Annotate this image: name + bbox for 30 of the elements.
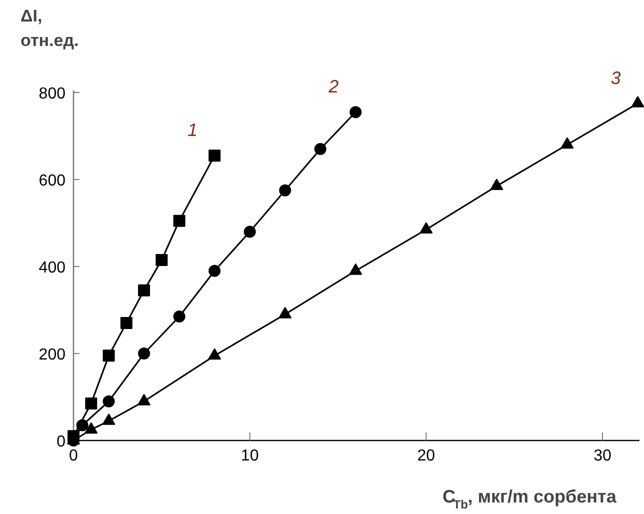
series-label: 3	[610, 68, 621, 88]
point	[350, 106, 362, 118]
x-tick-label: 0	[69, 448, 78, 464]
x-tick-label: 10	[240, 448, 259, 464]
point	[102, 350, 115, 362]
point	[314, 143, 326, 156]
x-tick-label: 30	[594, 448, 612, 464]
y-tick-label: 0	[56, 434, 66, 450]
point	[138, 348, 150, 360]
x-tick-label: 20	[417, 448, 436, 464]
point	[85, 398, 98, 410]
y-tick-label: 200	[38, 346, 66, 364]
point	[173, 310, 186, 323]
y-tick-label: 800	[38, 86, 66, 102]
point	[208, 264, 221, 277]
point	[120, 317, 132, 330]
point	[102, 395, 115, 408]
point	[76, 419, 88, 432]
point	[156, 254, 168, 266]
y-tick-label: 400	[38, 260, 66, 276]
y-axis-title: ΔI, отн.ед.	[20, 6, 79, 50]
point	[244, 226, 256, 238]
series-label: 2	[328, 76, 339, 97]
point	[173, 214, 186, 227]
point	[138, 284, 150, 296]
series-label: 1	[188, 120, 198, 140]
point	[84, 422, 98, 434]
y-tick-label: 600	[38, 172, 66, 190]
point	[279, 184, 292, 196]
point	[208, 150, 221, 162]
